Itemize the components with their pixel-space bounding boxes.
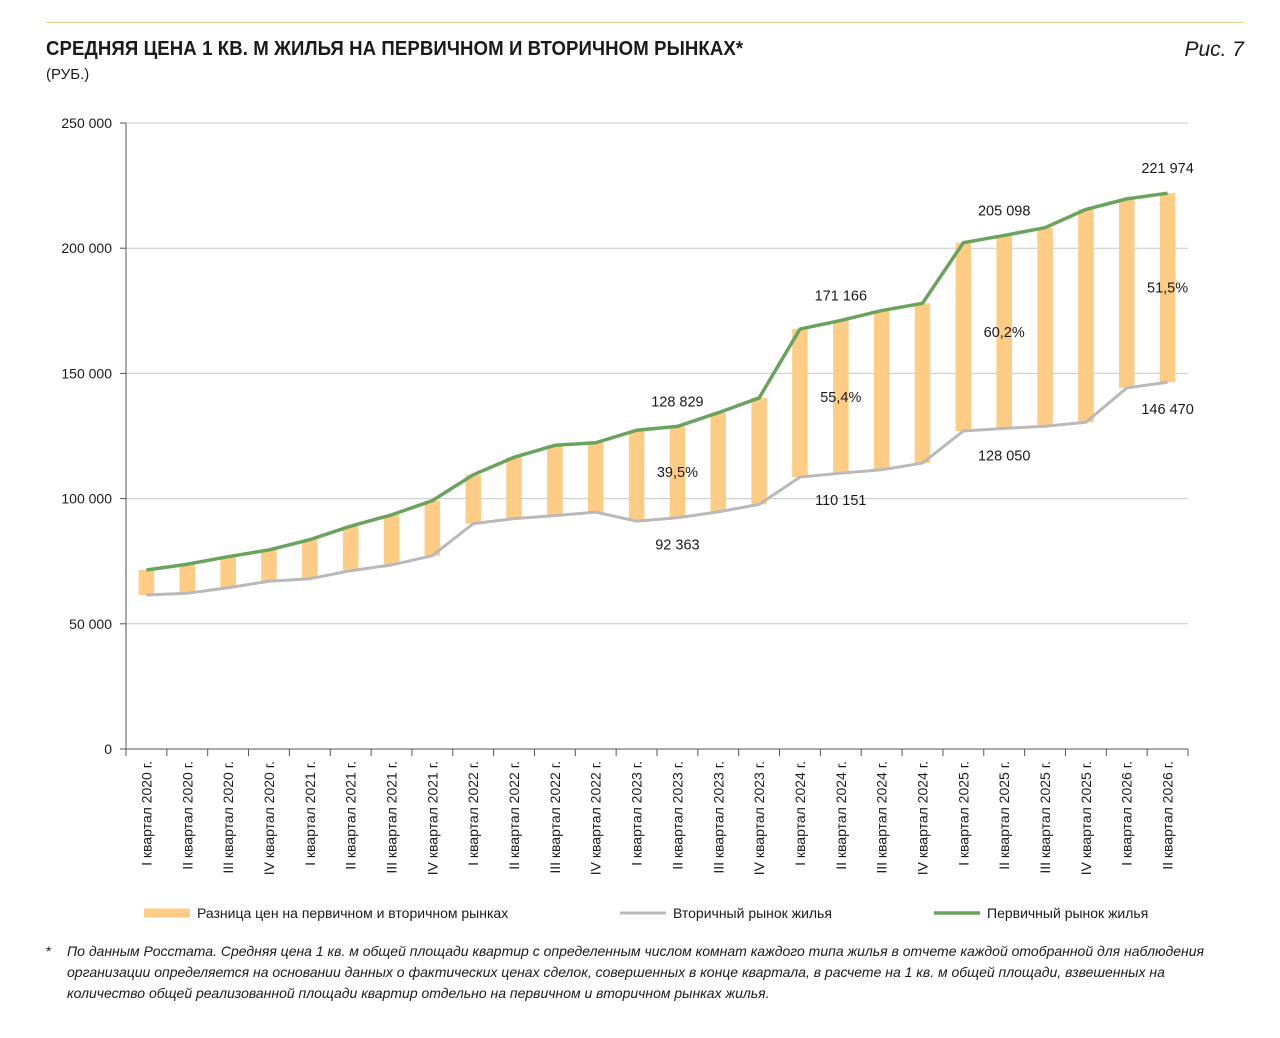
x-category-label: II квартал 2025 г. xyxy=(996,761,1012,870)
gap-bar xyxy=(138,569,155,596)
y-tick-label: 200 000 xyxy=(61,240,112,256)
gap-bar xyxy=(792,329,808,478)
x-category-label: IV квартал 2025 г. xyxy=(1078,761,1094,875)
x-category-label: I квартал 2023 г. xyxy=(629,761,645,866)
price-chart: 0 50 000 100 000 150 000 200 000 250 000 128 8… xyxy=(61,115,1193,921)
gap-bar xyxy=(669,426,686,518)
x-category-label: I квартал 2020 г. xyxy=(138,761,154,866)
x-category-label: II квартал 2020 г. xyxy=(179,761,195,870)
data-label: 128 829 xyxy=(651,394,703,410)
x-category-label: II квартал 2023 г. xyxy=(669,761,685,870)
legend-primary-label: Первичный рынок жилья xyxy=(987,905,1148,921)
x-category-label: I квартал 2022 г. xyxy=(465,761,481,866)
gap-bar xyxy=(587,442,604,513)
gap-bar xyxy=(1078,209,1094,423)
data-label: 92 363 xyxy=(655,538,699,554)
gap-bar xyxy=(342,526,359,571)
x-category-label: IV квартал 2022 г. xyxy=(588,761,604,875)
data-label: 171 166 xyxy=(815,288,867,304)
gap-bar xyxy=(424,500,441,556)
x-category-label: II квартал 2022 г. xyxy=(506,761,522,870)
legend-gap-label: Разница цен на первичном и вторичном рын… xyxy=(197,905,508,921)
y-tick-label: 100 000 xyxy=(61,491,112,507)
chart-title: СРЕДНЯЯ ЦЕНА 1 КВ. М ЖИЛЬЯ НА ПЕРВИЧНОМ … xyxy=(46,38,744,60)
gap-bar xyxy=(179,564,196,594)
data-label: 110 151 xyxy=(815,493,866,509)
x-category-label: III квартал 2024 г. xyxy=(874,761,890,874)
data-label: 55,4% xyxy=(820,390,861,406)
x-category-label: I квартал 2026 г. xyxy=(1119,761,1135,866)
gap-bar xyxy=(1037,227,1053,427)
legend-secondary-label: Вторичный рынок жилья xyxy=(673,905,832,921)
footnote-text: По данным Росстата. Средняя цена 1 кв. м… xyxy=(67,943,1204,1001)
gap-bar xyxy=(383,514,400,565)
gap-bar xyxy=(302,539,318,579)
data-label: 128 050 xyxy=(978,448,1030,464)
x-category-label: IV квартал 2023 г. xyxy=(751,761,767,875)
gap-bar xyxy=(465,474,481,524)
figure-label: Рис. 7 xyxy=(1184,38,1244,61)
x-category-label: I квартал 2021 г. xyxy=(302,761,318,866)
gap-bar xyxy=(1118,198,1135,388)
gap-bar xyxy=(220,556,236,588)
y-tick-label: 50 000 xyxy=(69,616,112,632)
data-label: 39,5% xyxy=(657,465,698,481)
chart-subtitle: (РУБ.) xyxy=(46,66,90,83)
x-category-label: II квартал 2026 г. xyxy=(1160,761,1176,870)
x-category-label: III квартал 2022 г. xyxy=(547,761,563,874)
gap-bar xyxy=(547,445,563,516)
y-tick-label: 250 000 xyxy=(61,115,112,131)
gap-bar xyxy=(628,430,645,522)
gap-bar xyxy=(710,412,727,512)
x-category-label: III квартал 2023 г. xyxy=(710,761,726,874)
gap-bar xyxy=(996,235,1012,429)
x-category-label: IV квартал 2021 г. xyxy=(424,761,440,875)
x-category-label: III квартал 2025 г. xyxy=(1037,761,1053,874)
x-category-label: II квартал 2024 г. xyxy=(833,761,849,870)
secondary-market-line xyxy=(146,380,1168,597)
x-category-label: IV квартал 2024 г. xyxy=(915,761,931,875)
y-tick-label: 0 xyxy=(104,741,112,757)
y-tick-label: 150 000 xyxy=(61,365,112,381)
data-label: 51,5% xyxy=(1147,281,1188,297)
x-category-label: II квартал 2021 г. xyxy=(343,761,359,870)
x-category-label: IV квартал 2020 г. xyxy=(261,761,277,875)
gap-bar xyxy=(751,397,767,505)
data-label: 60,2% xyxy=(984,325,1025,341)
gap-bar xyxy=(833,320,849,474)
x-category-label: I квартал 2024 г. xyxy=(792,761,808,866)
data-label: 146 470 xyxy=(1141,402,1193,418)
x-category-label: III квартал 2021 г. xyxy=(384,761,400,874)
primary-market-line xyxy=(146,191,1168,572)
gap-bar xyxy=(873,310,890,470)
x-category-label: I квартал 2025 г. xyxy=(955,761,971,866)
footnote-star: * xyxy=(46,943,52,959)
data-label: 205 098 xyxy=(978,203,1030,219)
data-label: 221 974 xyxy=(1141,161,1193,177)
gap-bar xyxy=(914,303,931,464)
gap-bar xyxy=(261,549,277,582)
gap-bar xyxy=(955,242,972,431)
x-category-label: III квартал 2020 г. xyxy=(220,761,236,874)
gap-bar xyxy=(1159,193,1176,383)
top-divider-line xyxy=(46,22,1244,23)
gap-bar xyxy=(506,457,522,519)
